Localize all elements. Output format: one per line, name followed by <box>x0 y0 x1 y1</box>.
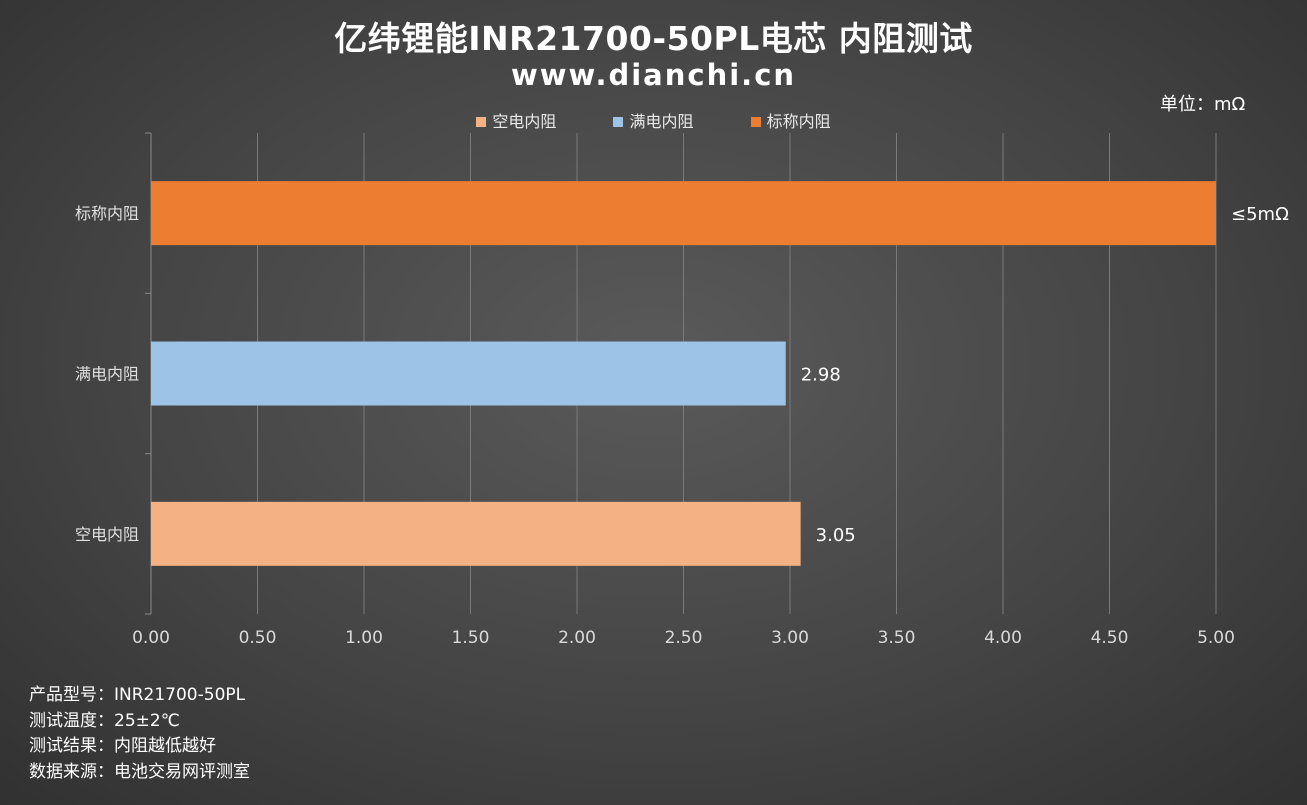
legend-swatch-nominal <box>750 116 761 127</box>
category-label: 标称内阻 <box>75 204 139 223</box>
legend-label-empty: 空电内阻 <box>492 112 557 131</box>
x-tick-label: 1.50 <box>452 628 490 648</box>
data-label: 3.05 <box>816 525 856 546</box>
data-label: 2.98 <box>801 365 841 386</box>
x-tick-label: 4.00 <box>984 628 1022 648</box>
category-label: 空电内阻 <box>75 525 139 544</box>
x-tick-label: 4.50 <box>1091 628 1129 648</box>
x-tick-label: 5.00 <box>1197 628 1235 648</box>
legend-label-full: 满电内阻 <box>629 112 694 131</box>
legend: 空电内阻 满电内阻 标称内阻 <box>0 108 1307 132</box>
bar <box>151 501 801 566</box>
legend-label-nominal: 标称内阻 <box>766 112 831 131</box>
legend-item-empty: 空电内阻 <box>476 108 556 132</box>
unit-label: 单位：mΩ <box>1160 94 1246 115</box>
x-tick-label: 2.50 <box>665 628 703 648</box>
footer-notes: 产品型号：INR21700-50PL 测试温度：25±2℃ 测试结果：内阻越低越… <box>29 683 250 785</box>
x-tick-label: 1.00 <box>345 628 383 648</box>
footer-temperature: 测试温度：25±2℃ <box>29 710 180 731</box>
legend-item-full: 满电内阻 <box>613 108 694 132</box>
legend-swatch-empty <box>476 116 487 127</box>
chart-title: 亿纬锂能INR21700-50PL电芯 内阻测试 <box>334 19 973 58</box>
footer-source: 数据来源：电池交易网评测室 <box>29 761 250 782</box>
footer-result: 测试结果：内阻越低越好 <box>29 736 216 756</box>
data-label: ≤5mΩ <box>1231 204 1289 225</box>
chart-subtitle: www.dianchi.cn <box>510 58 797 92</box>
x-tick-label: 2.00 <box>558 628 596 648</box>
x-tick-label: 0.50 <box>239 628 277 648</box>
legend-item-nominal: 标称内阻 <box>750 108 831 132</box>
bar <box>151 341 786 406</box>
bar <box>151 181 1216 246</box>
category-label: 满电内阻 <box>75 365 139 384</box>
x-tick-label: 3.50 <box>878 628 916 648</box>
x-tick-label: 0.00 <box>132 628 170 648</box>
footer-model: 产品型号：INR21700-50PL <box>29 685 246 705</box>
x-tick-label: 3.00 <box>771 628 809 648</box>
legend-swatch-full <box>613 116 624 127</box>
